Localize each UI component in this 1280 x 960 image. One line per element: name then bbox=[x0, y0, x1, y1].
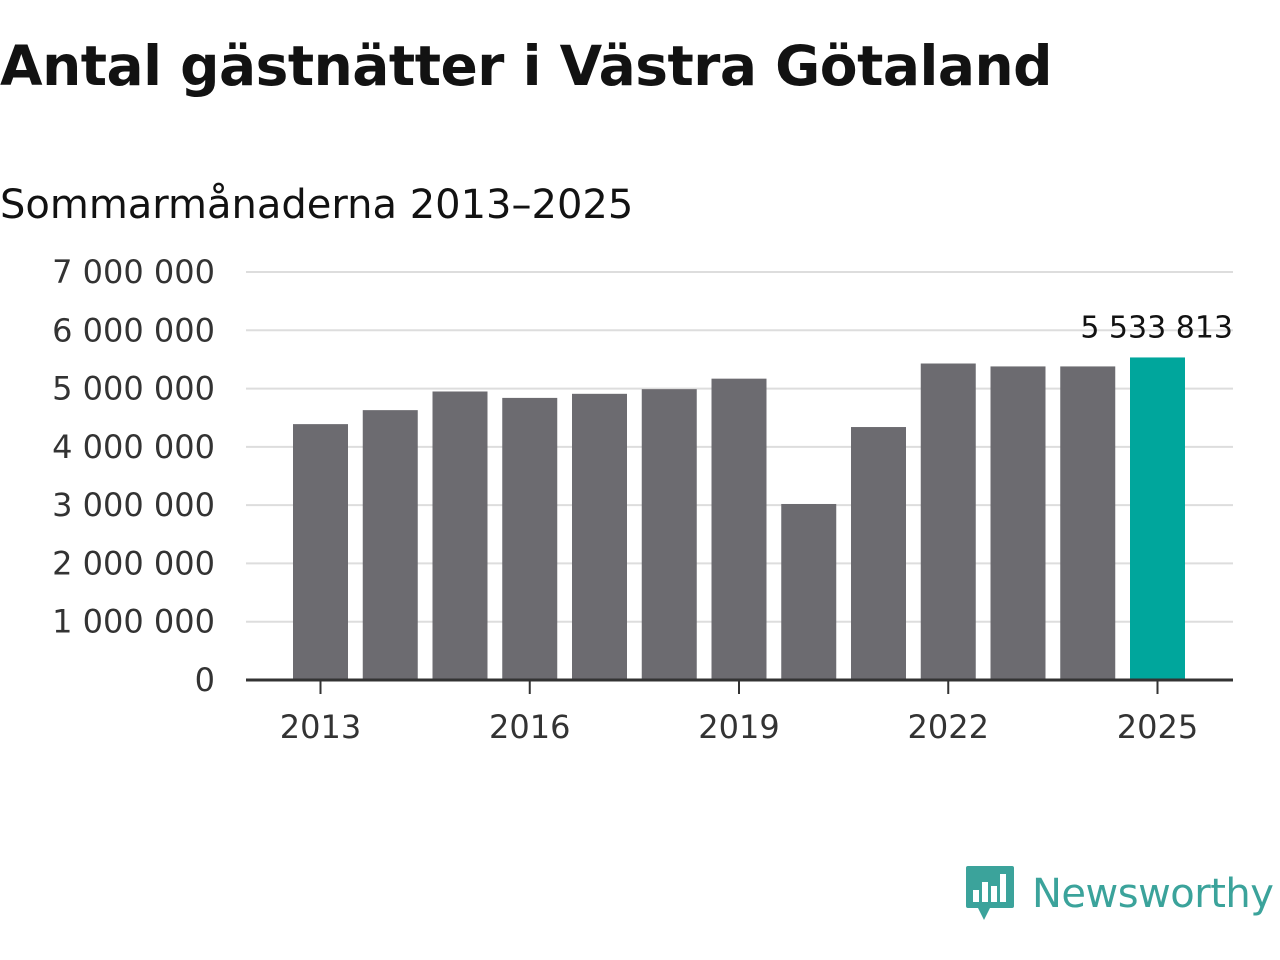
chart-title: Antal gästnätter i Västra Götaland bbox=[0, 34, 1052, 98]
y-tick-label: 7 000 000 bbox=[52, 253, 215, 291]
bar-2016 bbox=[502, 397, 558, 680]
x-tick-label: 2013 bbox=[280, 708, 361, 746]
x-tick-label: 2019 bbox=[698, 708, 779, 746]
y-tick-label: 0 bbox=[195, 661, 215, 699]
newsworthy-logo-icon bbox=[966, 866, 1014, 920]
chart-subtitle: Sommarmånaderna 2013–2025 bbox=[0, 182, 634, 228]
bar-2019 bbox=[711, 378, 767, 680]
brand-logo: Newsworthy bbox=[964, 862, 1274, 926]
y-tick-label: 5 000 000 bbox=[52, 370, 215, 408]
y-tick-label: 2 000 000 bbox=[52, 544, 215, 582]
bar-2018 bbox=[641, 389, 697, 680]
x-tick-label: 2016 bbox=[489, 708, 570, 746]
bar-2020 bbox=[781, 503, 837, 680]
bar-2013 bbox=[293, 424, 348, 680]
bar-2014 bbox=[362, 410, 418, 680]
bar-2024 bbox=[1060, 366, 1116, 680]
x-tick-label: 2022 bbox=[908, 708, 989, 746]
x-tick-label: 2025 bbox=[1117, 708, 1198, 746]
y-tick-label: 1 000 000 bbox=[52, 603, 215, 641]
bar-2017 bbox=[572, 393, 627, 680]
brand-name: Newsworthy bbox=[1032, 871, 1274, 917]
bar-2022 bbox=[920, 363, 976, 680]
y-tick-label: 4 000 000 bbox=[52, 428, 215, 466]
bar-2015 bbox=[432, 391, 488, 680]
bar-2023 bbox=[990, 366, 1046, 680]
data-label-2025: 5 533 813 bbox=[1080, 310, 1233, 345]
y-tick-label: 3 000 000 bbox=[52, 486, 215, 524]
bar-2021 bbox=[851, 427, 906, 680]
bar-2025 bbox=[1130, 357, 1185, 680]
y-tick-label: 6 000 000 bbox=[52, 311, 215, 349]
